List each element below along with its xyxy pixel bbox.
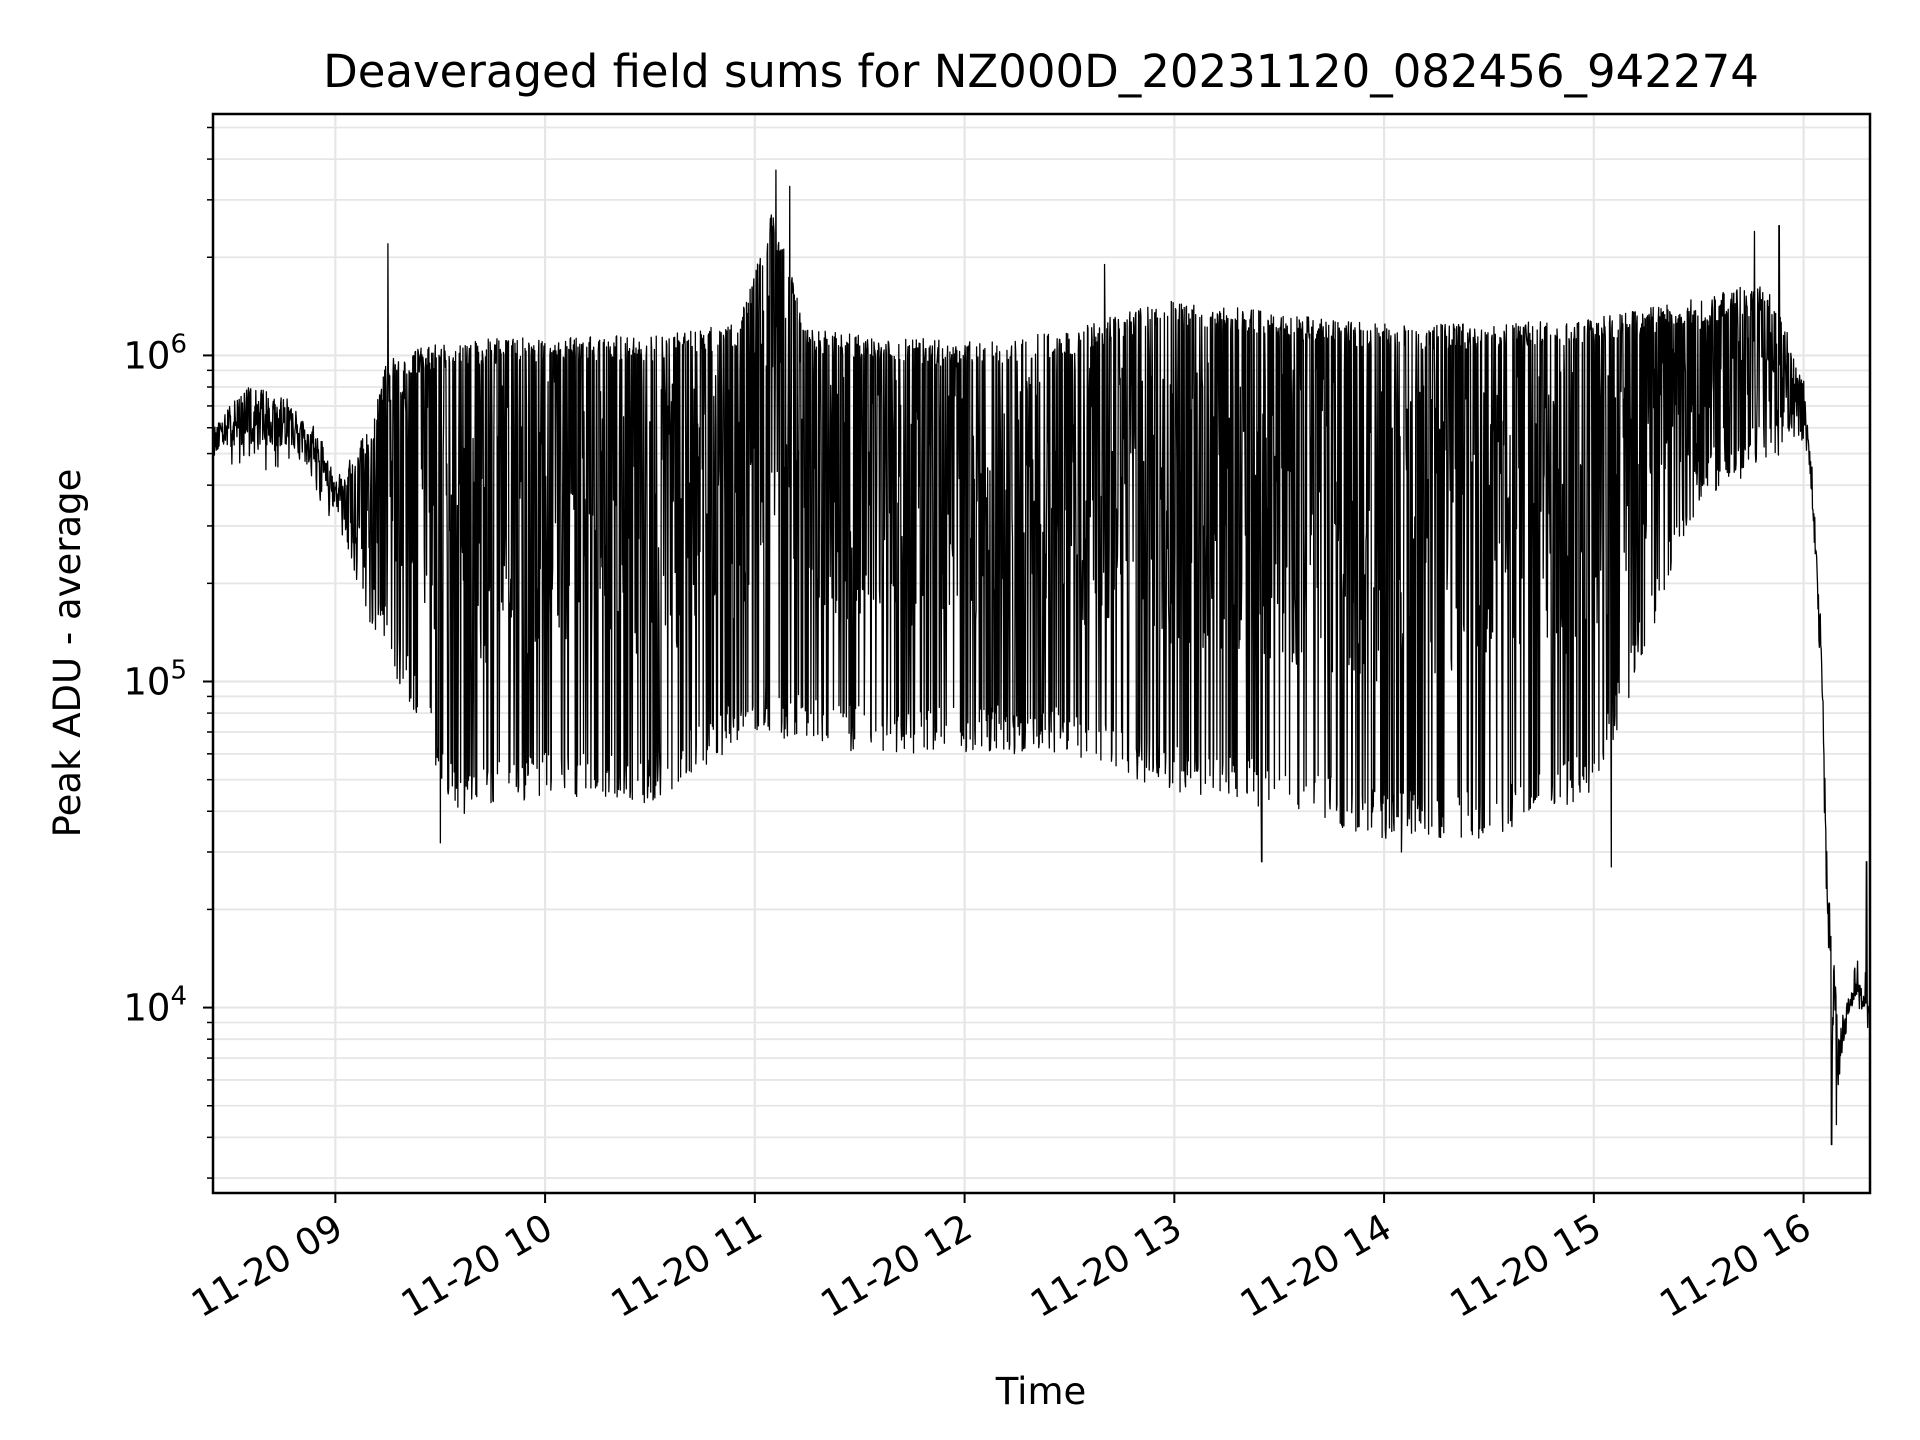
y-tick-label: 104 [123,982,187,1030]
chart-title: Deaveraged field sums for NZ000D_2023112… [323,45,1759,98]
y-tick-label: 106 [123,329,187,377]
data-series [212,169,1871,1146]
y-tick-label: 105 [123,655,187,703]
y-axis: 104 105 106 [123,126,213,1179]
series-line [212,169,1871,1146]
x-axis-label: Time [995,1370,1087,1413]
y-axis-label: Peak ADU - average [46,469,89,838]
plot-frame [211,112,1872,1195]
